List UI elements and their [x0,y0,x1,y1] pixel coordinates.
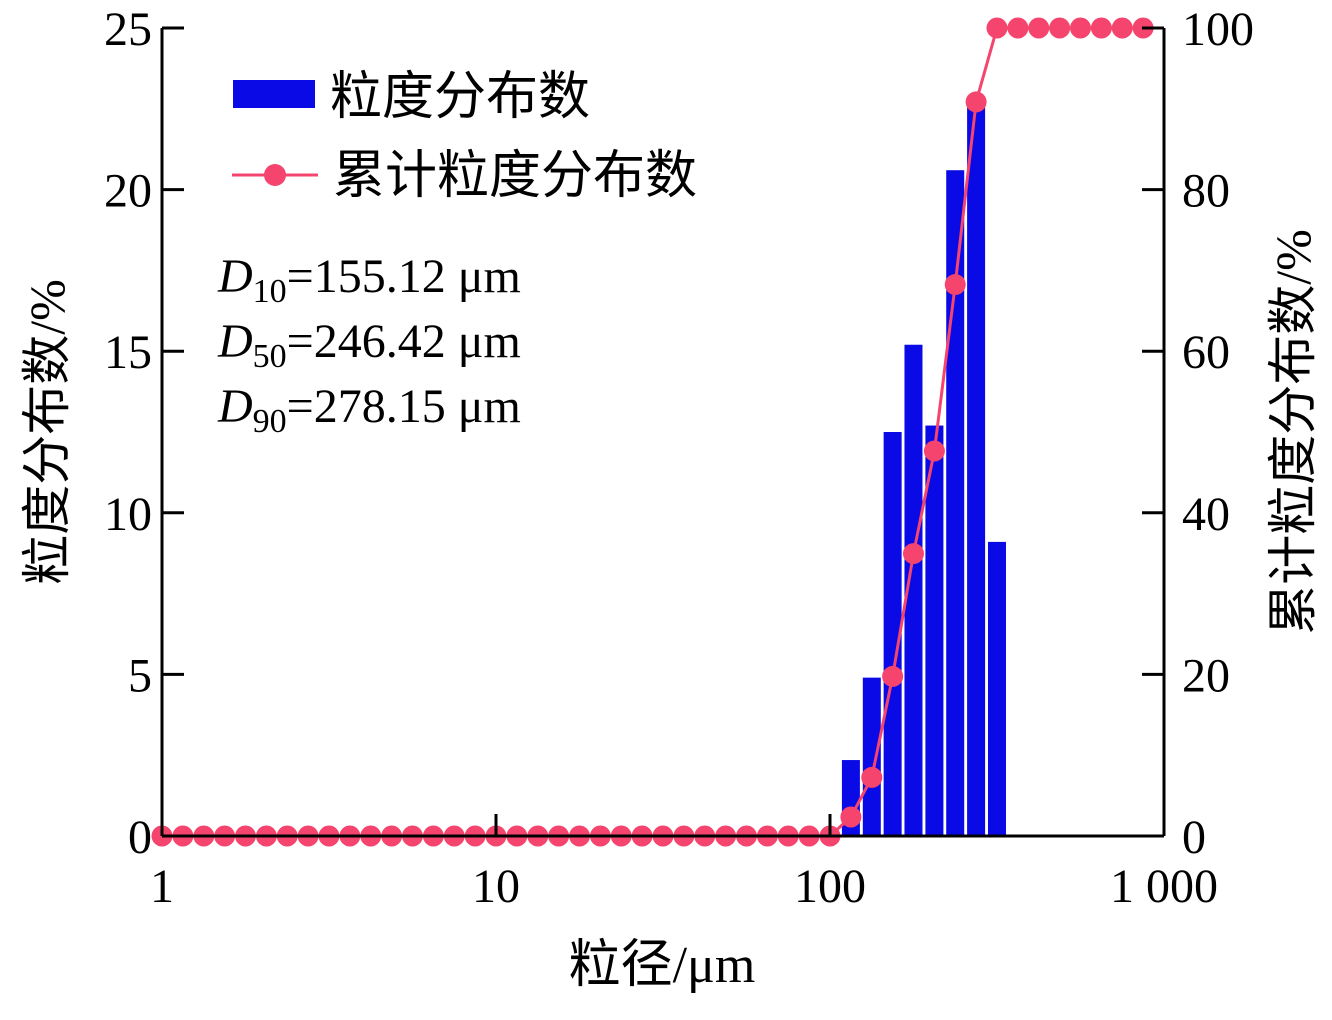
y-tick-label-right: 80 [1182,165,1230,218]
bar [904,344,923,836]
line-point [944,274,966,296]
legend: 粒度分布数 累计粒度分布数 [232,69,697,205]
line-point [902,543,924,565]
legend-line-marker [264,164,286,186]
x-tick-label: 1 000 [1110,860,1218,913]
annotations: D10=155.12 μm D50=246.42 μm D90=278.15 μ… [217,250,521,440]
line-point [840,806,862,828]
legend-line-label: 累计粒度分布数 [333,148,697,205]
y-axis-title-right: 累计粒度分布数/% [1265,229,1321,635]
x-tick-label: 100 [794,860,866,913]
y-tick-label-left: 0 [128,811,152,864]
bar [946,170,965,836]
bar [925,425,944,836]
x-axis-title: 粒径/μm [569,937,756,994]
y-tick-label-right: 40 [1182,488,1230,541]
line-point [861,766,883,788]
line-point [965,91,987,113]
bar [883,432,902,836]
line-point [1069,17,1091,39]
line-point [1049,17,1071,39]
annotation-d10: D10=155.12 μm [217,250,521,310]
legend-bar-swatch [233,80,315,108]
bar [987,541,1006,836]
y-tick-label-left: 20 [104,165,152,218]
line-point [882,665,904,687]
x-tick-label: 1 [150,860,174,913]
y-axis-title-left: 粒度分布数/% [19,279,75,585]
y-tick-label-left: 5 [128,649,152,702]
line-point [923,440,945,462]
y-tick-label-right: 100 [1182,3,1254,56]
y-tick-label-right: 60 [1182,326,1230,379]
line-point [1007,17,1029,39]
line-point [1028,17,1050,39]
bar [967,105,986,837]
line-point [1090,17,1112,39]
y-tick-label-right: 0 [1182,811,1206,864]
y-tick-label-left: 25 [104,3,152,56]
bars-layer [841,105,1006,837]
legend-bar-label: 粒度分布数 [330,69,590,126]
axes-layer [160,26,1166,838]
line-point [986,17,1008,39]
annotation-d90: D90=278.15 μm [217,380,521,440]
x-tick-label: 10 [472,860,520,913]
line-point [1111,17,1133,39]
bar [862,677,881,836]
annotation-d50: D50=246.42 μm [217,315,521,375]
tick-labels: 0 5 10 15 20 25 0 20 40 60 80 100 1 10 100 1 000 [104,3,1254,913]
y-tick-label-right: 20 [1182,649,1230,702]
y-tick-label-left: 15 [104,326,152,379]
y-tick-label-left: 10 [104,488,152,541]
